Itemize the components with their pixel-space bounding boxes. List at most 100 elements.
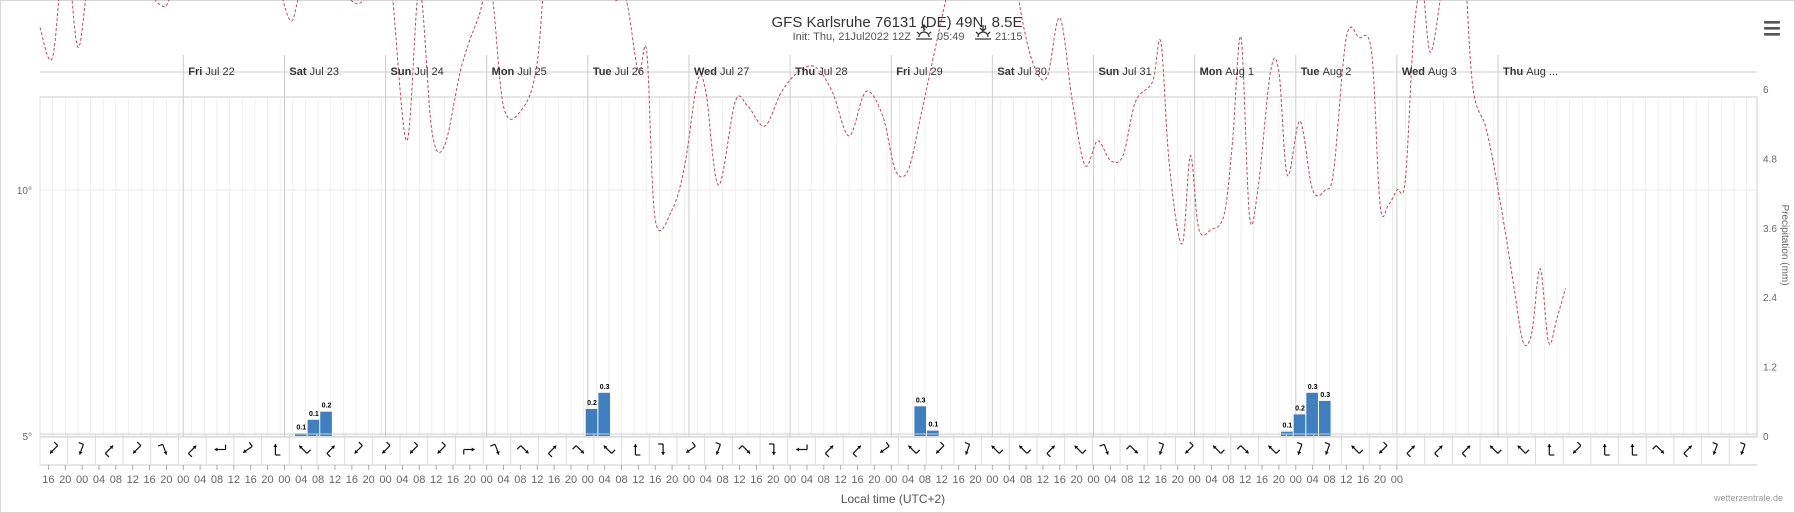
wind-barb <box>1081 449 1087 454</box>
wind-arrow <box>572 445 585 454</box>
day-label: Mon Jul 25 <box>492 66 547 78</box>
wind-barb <box>691 441 696 447</box>
wind-barb <box>78 442 84 445</box>
wind-head <box>964 451 969 455</box>
y2-tick-label: 0 <box>1763 432 1769 443</box>
wind-barb <box>386 441 391 447</box>
hour-label: 16 <box>851 474 863 486</box>
wind-arrow <box>157 443 168 455</box>
wind-arrow <box>824 445 834 458</box>
hour-label: 12 <box>632 474 644 486</box>
wind-barb <box>1497 449 1502 454</box>
hour-label: 04 <box>1104 474 1116 486</box>
x-axis-title: Local time (UTC+2) <box>841 492 945 506</box>
chart-title: GFS Karlsruhe 76131 (DE) 49N, 8.5E <box>772 14 1023 31</box>
day-label: Sun Jul 24 <box>391 66 444 78</box>
wind-barb <box>1740 442 1746 445</box>
hour-label: 08 <box>514 474 526 486</box>
wind-head <box>829 445 834 450</box>
wind-head <box>214 447 218 452</box>
wind-head <box>633 444 638 447</box>
hour-label: 20 <box>160 474 172 486</box>
day-label: Thu Jul 28 <box>795 66 848 78</box>
wind-head <box>299 445 303 450</box>
hour-label: 12 <box>733 474 745 486</box>
wind-arrow <box>463 447 475 455</box>
wind-head <box>857 445 861 450</box>
wind-arrow <box>381 441 391 454</box>
wind-barb <box>1220 449 1225 454</box>
wind-arrow <box>49 441 59 454</box>
wind-arrow <box>1046 445 1056 458</box>
wind-barb <box>824 452 830 458</box>
day-label: Wed Aug 3 <box>1402 66 1457 78</box>
wind-arrow <box>516 445 529 454</box>
hamburger-menu-icon[interactable] <box>1764 20 1780 38</box>
wind-head <box>1134 449 1138 454</box>
hour-label: 12 <box>1340 474 1352 486</box>
hour-label: 16 <box>953 474 965 486</box>
hour-label: 20 <box>1071 474 1083 486</box>
hour-label: 20 <box>969 474 981 486</box>
wind-arrow <box>1018 445 1031 454</box>
wind-barb <box>1652 445 1657 450</box>
wind-head <box>1379 449 1383 454</box>
hour-label: 04 <box>599 474 611 486</box>
wind-head <box>1158 451 1163 455</box>
hour-label: 04 <box>497 474 509 486</box>
wind-arrow <box>1740 442 1746 455</box>
wind-barb <box>852 452 858 458</box>
wind-head <box>109 445 114 450</box>
hour-label: 20 <box>565 474 577 486</box>
wind-arrow <box>104 445 114 458</box>
hour-label: 20 <box>363 474 375 486</box>
wind-barb <box>1383 441 1388 447</box>
y2-tick-label: 1.2 <box>1763 363 1777 374</box>
wind-arrow <box>1184 441 1194 454</box>
hour-label: 00 <box>1391 474 1403 486</box>
hour-label: 00 <box>784 474 796 486</box>
hour-label: 08 <box>919 474 931 486</box>
wind-arrow <box>1158 442 1165 455</box>
wind-arrow <box>1489 445 1502 454</box>
day-label: Thu Aug ... <box>1503 66 1558 78</box>
wind-head <box>437 449 442 454</box>
wind-head <box>409 449 414 454</box>
precip-bar <box>585 409 598 436</box>
precip-label: 0.3 <box>1308 384 1318 391</box>
precip-label: 0.2 <box>587 400 597 407</box>
wind-barb <box>572 445 577 450</box>
hour-label: 08 <box>1020 474 1032 486</box>
wind-arrow <box>603 445 616 454</box>
wind-arrow <box>132 441 142 454</box>
wind-arrow <box>796 444 808 452</box>
wind-head <box>495 451 500 455</box>
wind-arrow <box>1378 441 1388 454</box>
precip-bar <box>1318 400 1331 436</box>
hour-label: 16 <box>1256 474 1268 486</box>
wind-arrow <box>326 445 336 458</box>
hour-label: 16 <box>548 474 560 486</box>
wind-head <box>991 445 996 450</box>
plot-border <box>39 96 1758 438</box>
day-label: Sun Jul 31 <box>1099 66 1152 78</box>
wind-barb <box>358 441 363 447</box>
precip-label: 0.1 <box>929 422 939 429</box>
day-label: Sat Jul 30 <box>997 66 1047 78</box>
wind-barb <box>441 441 446 447</box>
precip-label: 0.1 <box>296 424 306 431</box>
hour-label: 00 <box>278 474 290 486</box>
sunrise-time: 05:49 <box>937 31 965 43</box>
hour-label: 00 <box>1290 474 1302 486</box>
y-tick-label: 10° <box>17 186 32 197</box>
wind-head <box>1325 451 1329 455</box>
wind-barb <box>1158 442 1164 445</box>
wind-arrow <box>738 445 751 454</box>
hour-label: 00 <box>1087 474 1099 486</box>
hour-label: 16 <box>42 474 54 486</box>
wind-barb <box>548 452 553 458</box>
y2-tick-label: 4.8 <box>1763 154 1777 165</box>
wind-arrow <box>214 444 227 452</box>
hour-label: 20 <box>868 474 880 486</box>
